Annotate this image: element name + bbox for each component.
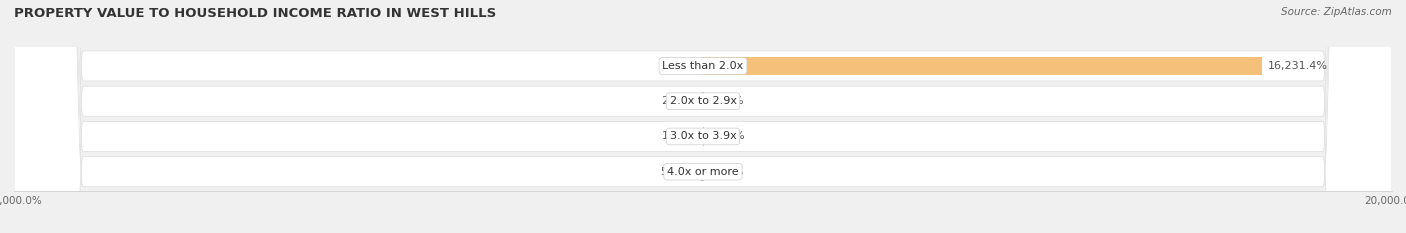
FancyBboxPatch shape	[14, 0, 1392, 233]
Text: 16,231.4%: 16,231.4%	[1268, 61, 1327, 71]
Text: PROPERTY VALUE TO HOUSEHOLD INCOME RATIO IN WEST HILLS: PROPERTY VALUE TO HOUSEHOLD INCOME RATIO…	[14, 7, 496, 20]
Text: 4.0x or more: 4.0x or more	[668, 167, 738, 177]
FancyBboxPatch shape	[14, 0, 1392, 233]
Bar	[703, 57, 1263, 75]
Legend: Without Mortgage, With Mortgage: Without Mortgage, With Mortgage	[579, 231, 827, 233]
Bar	[702, 163, 703, 181]
FancyBboxPatch shape	[14, 0, 1392, 233]
Text: 14.8%: 14.8%	[709, 96, 745, 106]
Text: 3.0x to 3.9x: 3.0x to 3.9x	[669, 131, 737, 141]
Text: 27.2%: 27.2%	[710, 131, 745, 141]
Text: 10.0%: 10.0%	[662, 131, 697, 141]
Text: Less than 2.0x: Less than 2.0x	[662, 61, 744, 71]
Text: 16.0%: 16.0%	[709, 167, 744, 177]
Text: 55.1%: 55.1%	[661, 167, 696, 177]
Text: Source: ZipAtlas.com: Source: ZipAtlas.com	[1281, 7, 1392, 17]
Text: 5.8%: 5.8%	[669, 61, 697, 71]
Text: 22.7%: 22.7%	[661, 96, 697, 106]
FancyBboxPatch shape	[14, 0, 1392, 233]
Text: 2.0x to 2.9x: 2.0x to 2.9x	[669, 96, 737, 106]
